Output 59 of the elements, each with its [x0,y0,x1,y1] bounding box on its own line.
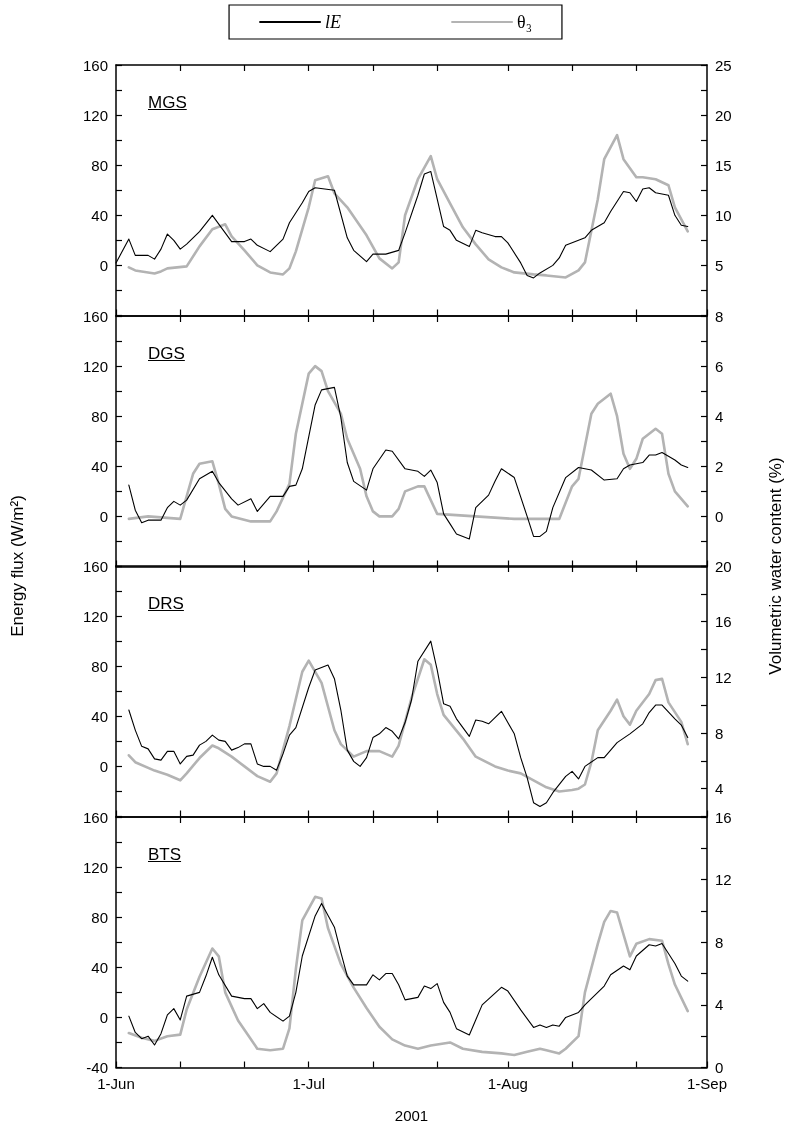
y2-tick-label: 4 [715,780,724,798]
text: MGS [148,93,187,113]
y-tick-label: -40 [86,1058,108,1076]
x-axis-title: 2001 [394,1106,429,1123]
text: BTS [148,844,182,865]
y2-tick-label: 8 [715,724,724,742]
y2-tick-label: 2 [715,457,724,475]
line-series [128,640,689,808]
line-series [128,386,689,539]
line-series [127,364,690,523]
y-tick-label: 40 [91,457,108,475]
y2-tick-label: 8 [715,933,724,951]
y2-tick-label: 16 [715,613,732,631]
y-tick-label: 0 [99,1008,108,1026]
y-tick-label: 0 [99,757,108,775]
x-tick-label: 1-Sep [686,1074,728,1091]
x-tick-label: 1-Jun [97,1074,135,1091]
y2-tick-label: 8 [715,307,724,324]
y2-tick-label: 15 [715,156,732,174]
y2-tick-label: 20 [715,557,732,575]
y-tick-label: 120 [82,106,108,124]
y-tick-label: 80 [91,156,108,174]
y2-tick-label: 20 [715,106,732,124]
y2-tick-label: 16 [715,808,732,825]
y2-tick-label: 0 [715,1058,724,1076]
text: DRS [148,594,184,614]
y-tick-label: 160 [82,56,108,74]
y2-axis-title: Volumetric water content (%) [766,457,786,675]
y-tick-label: 160 [82,307,108,324]
x-tick-label: 1-Jul [292,1074,325,1091]
y-tick-label: 80 [91,908,108,926]
y2-tick-label: 6 [715,357,724,375]
text: DGS [148,343,185,364]
y-tick-label: 160 [82,557,108,575]
y-tick-label: 40 [91,707,108,725]
y2-tick-label: 4 [715,995,724,1013]
y2-tick-label: 5 [715,256,724,274]
y-tick-label: 80 [91,407,108,425]
y-tick-label: 0 [99,507,108,525]
legend-label: θ₃ [517,12,532,32]
y-tick-label: 120 [82,607,108,625]
line-series [127,133,690,279]
y-tick-label: 40 [91,206,108,224]
y-tick-label: 40 [91,958,108,976]
y2-tick-label: 25 [715,56,732,74]
legend-label: lE [325,12,342,32]
y2-tick-label: 12 [715,870,732,888]
line-series [127,657,690,793]
y2-tick-label: 10 [715,206,732,224]
y-tick-label: 80 [91,657,108,675]
y2-tick-label: 0 [715,507,724,525]
y-tick-label: 0 [99,256,108,274]
y2-tick-label: 12 [715,668,732,686]
y-tick-label: 120 [82,858,108,876]
y-tick-label: 120 [82,357,108,375]
y-axis-title: Energy flux (W/m²) [8,495,28,637]
y-tick-label: 160 [82,808,108,825]
y2-tick-label: 4 [715,407,724,425]
x-tick-label: 1-Aug [487,1074,528,1091]
